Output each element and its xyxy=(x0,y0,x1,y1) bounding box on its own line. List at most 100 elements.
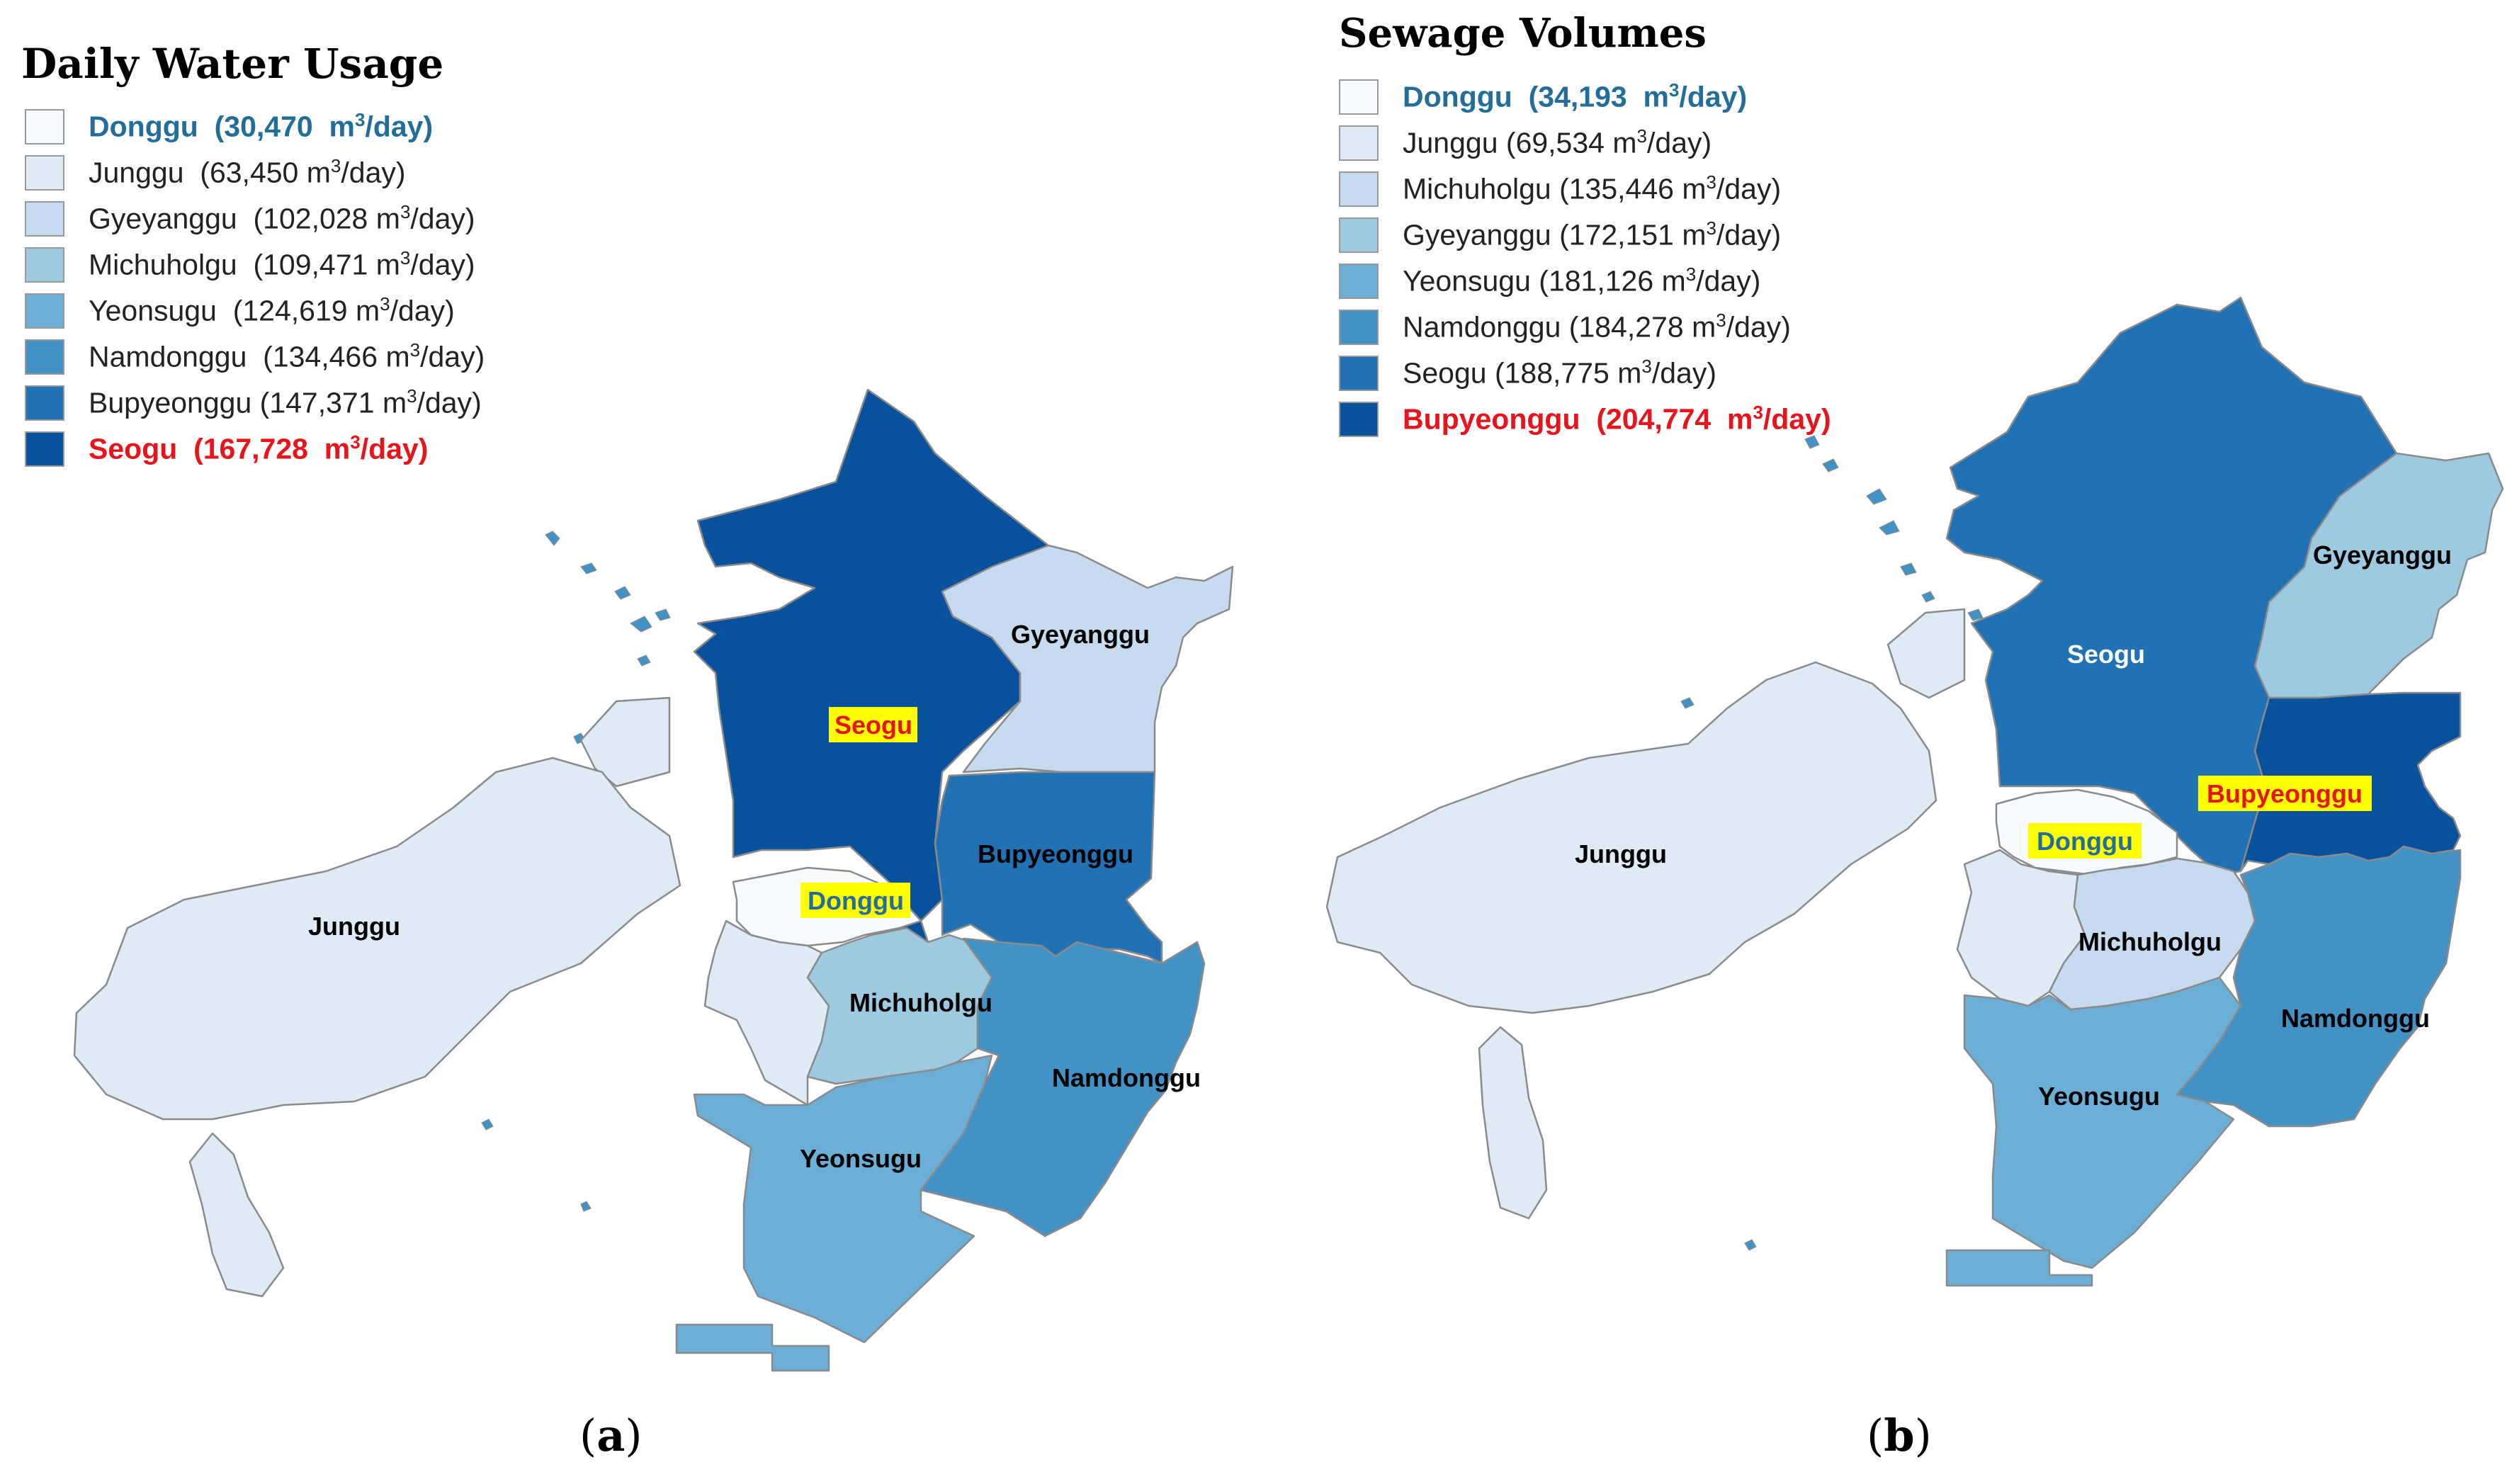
district-label-namdonggu: Namdonggu xyxy=(1052,1063,1201,1092)
legend-swatch xyxy=(1339,355,1379,391)
legend: Donggu (30,470 m3/day) Junggu (63,450 m3… xyxy=(25,103,485,472)
islands xyxy=(1680,435,1984,1251)
island-shape xyxy=(1680,697,1695,709)
district-Junggu-island xyxy=(1886,608,1966,699)
legend-label: Seogu (167,728 m3/day) xyxy=(89,431,429,465)
district-label-bupyeonggu: Bupyeonggu xyxy=(2207,779,2363,808)
legend-item: Junggu (63,450 m3/day) xyxy=(25,149,485,196)
legend-swatch xyxy=(25,431,64,467)
legend-swatch xyxy=(25,247,64,283)
district-Yeonsugu-pier xyxy=(1945,1249,2093,1287)
island-shape xyxy=(637,655,651,667)
district-label-gyeyanggu: Gyeyanggu xyxy=(1011,620,1150,649)
island-shape xyxy=(1921,591,1935,603)
district-label-seogu: Seogu xyxy=(834,710,912,740)
district-label-namdonggu: Namdonggu xyxy=(2281,1004,2430,1033)
legend-item: Michuholgu (135,446 m3/day) xyxy=(1339,166,1831,212)
panel-title: Sewage Volumes xyxy=(1339,10,1707,57)
island-shape xyxy=(630,616,652,633)
district-label-donggu: Donggu xyxy=(808,886,904,915)
island-shape xyxy=(1822,458,1839,472)
legend-swatch xyxy=(25,339,64,375)
legend-item: Michuholgu (109,471 m3/day) xyxy=(25,242,485,288)
legend-swatch xyxy=(1339,125,1379,161)
legend-item: Gyeyanggu (102,028 m3/day) xyxy=(25,196,485,242)
island-shape xyxy=(614,586,631,600)
island-shape xyxy=(580,562,597,574)
legend-label: Yeonsugu (181,126 m3/day) xyxy=(1403,264,1761,298)
legend-label: Michuholgu (135,446 m3/day) xyxy=(1403,171,1782,205)
district-Gyeyanggu xyxy=(2253,452,2504,699)
legend-label: Gyeyanggu (172,151 m3/day) xyxy=(1403,217,1782,251)
district-Yeonsugu-pier xyxy=(675,1323,830,1372)
district-Junggu xyxy=(73,757,681,1121)
district-label-junggu: Junggu xyxy=(308,912,400,941)
legend-swatch xyxy=(1339,309,1379,345)
district-Junggu xyxy=(1325,661,1937,1014)
legend-swatch xyxy=(1339,401,1379,437)
legend-item: Seogu (188,775 m3/day) xyxy=(1339,350,1831,396)
panel-label: (a) xyxy=(579,1410,643,1461)
district-Yeonsugu xyxy=(1963,976,2242,1269)
island-shape xyxy=(481,1118,494,1131)
legend-swatch xyxy=(25,108,64,145)
legend-label: Junggu (69,534 m3/day) xyxy=(1403,125,1712,159)
legend-swatch xyxy=(25,293,64,329)
legend-item: Gyeyanggu (172,151 m3/day) xyxy=(1339,212,1831,258)
legend-label: Namdonggu (184,278 m3/day) xyxy=(1403,310,1791,344)
district-Junggu-south-island xyxy=(188,1132,285,1298)
legend-swatch xyxy=(1339,171,1379,207)
district-labels: Junggu Seogu Gyeyanggu Bupyeonggu Donggu… xyxy=(1575,540,2452,1111)
legend-swatch xyxy=(25,385,64,421)
district-Gyeyanggu xyxy=(941,544,1234,774)
panel-title: Daily Water Usage xyxy=(21,40,444,88)
legend-item: Yeonsugu (181,126 m3/day) xyxy=(1339,258,1831,304)
island-shape xyxy=(1744,1239,1757,1251)
island-shape xyxy=(655,608,671,621)
district-label-seogu: Seogu xyxy=(2067,640,2145,669)
district-Yeonsugu xyxy=(693,1054,993,1344)
legend-label: Donggu (30,470 m3/day) xyxy=(89,109,434,143)
legend-swatch xyxy=(1339,263,1379,299)
panel-a-water-usage: Daily Water Usage Donggu (30,470 m3/day)… xyxy=(21,40,1234,1461)
legend-swatch xyxy=(1339,79,1379,115)
legend-label: Junggu (63,450 m3/day) xyxy=(89,155,406,189)
district-Namdonggu xyxy=(920,937,1206,1237)
legend-label: Michuholgu (109,471 m3/day) xyxy=(89,247,475,281)
district-label-yeonsugu: Yeonsugu xyxy=(2038,1082,2160,1111)
island-shape xyxy=(545,531,560,546)
legend-item: Bupyeonggu (204,774 m3/day) xyxy=(1339,396,1831,442)
legend-item: Yeonsugu (124,619 m3/day) xyxy=(25,288,485,334)
legend-label: Gyeyanggu (102,028 m3/day) xyxy=(89,201,475,235)
island-shape xyxy=(1866,488,1887,505)
district-label-bupyeonggu: Bupyeonggu xyxy=(978,839,1133,868)
highlight-box-donggu xyxy=(2028,823,2142,859)
legend-item: Namdonggu (184,278 m3/day) xyxy=(1339,304,1831,350)
district-Junggu-island xyxy=(579,696,671,788)
district-Junggu-south-island xyxy=(1478,1026,1548,1220)
island-shape xyxy=(1967,608,1984,621)
district-label-yeonsugu: Yeonsugu xyxy=(800,1144,922,1173)
legend-item: Bupyeonggu (147,371 m3/day) xyxy=(25,380,485,426)
highlight-box-bupyeonggu xyxy=(2198,776,2372,811)
panel-label: (b) xyxy=(1867,1410,1932,1461)
island-shape xyxy=(580,1201,592,1212)
legend: Donggu (34,193 m3/day) Junggu (69,534 m3… xyxy=(1339,74,1831,442)
legend-item: Donggu (34,193 m3/day) xyxy=(1339,74,1831,120)
legend-swatch xyxy=(25,200,64,237)
legend-item: Junggu (69,534 m3/day) xyxy=(1339,120,1831,166)
legend-item: Donggu (30,470 m3/day) xyxy=(25,103,485,149)
district-label-michuholgu: Michuholgu xyxy=(2078,927,2222,956)
island-shape xyxy=(1900,562,1917,576)
district-labels: Junggu Seogu Gyeyanggu Bupyeonggu Donggu… xyxy=(308,620,1201,1173)
choropleth-map: Junggu Seogu Gyeyanggu Bupyeonggu Donggu… xyxy=(1325,296,2504,1287)
legend-label: Bupyeonggu (204,774 m3/day) xyxy=(1403,402,1831,436)
legend-swatch xyxy=(1339,217,1379,253)
highlight-box-donggu xyxy=(800,883,910,918)
district-label-michuholgu: Michuholgu xyxy=(849,988,992,1017)
choropleth-map: Junggu Seogu Gyeyanggu Bupyeonggu Donggu… xyxy=(73,388,1234,1372)
district-label-junggu: Junggu xyxy=(1575,839,1667,868)
legend-label: Bupyeonggu (147,371 m3/day) xyxy=(89,385,482,419)
legend-label: Yeonsugu (124,619 m3/day) xyxy=(89,293,455,327)
legend-label: Namdonggu (134,466 m3/day) xyxy=(89,339,485,373)
